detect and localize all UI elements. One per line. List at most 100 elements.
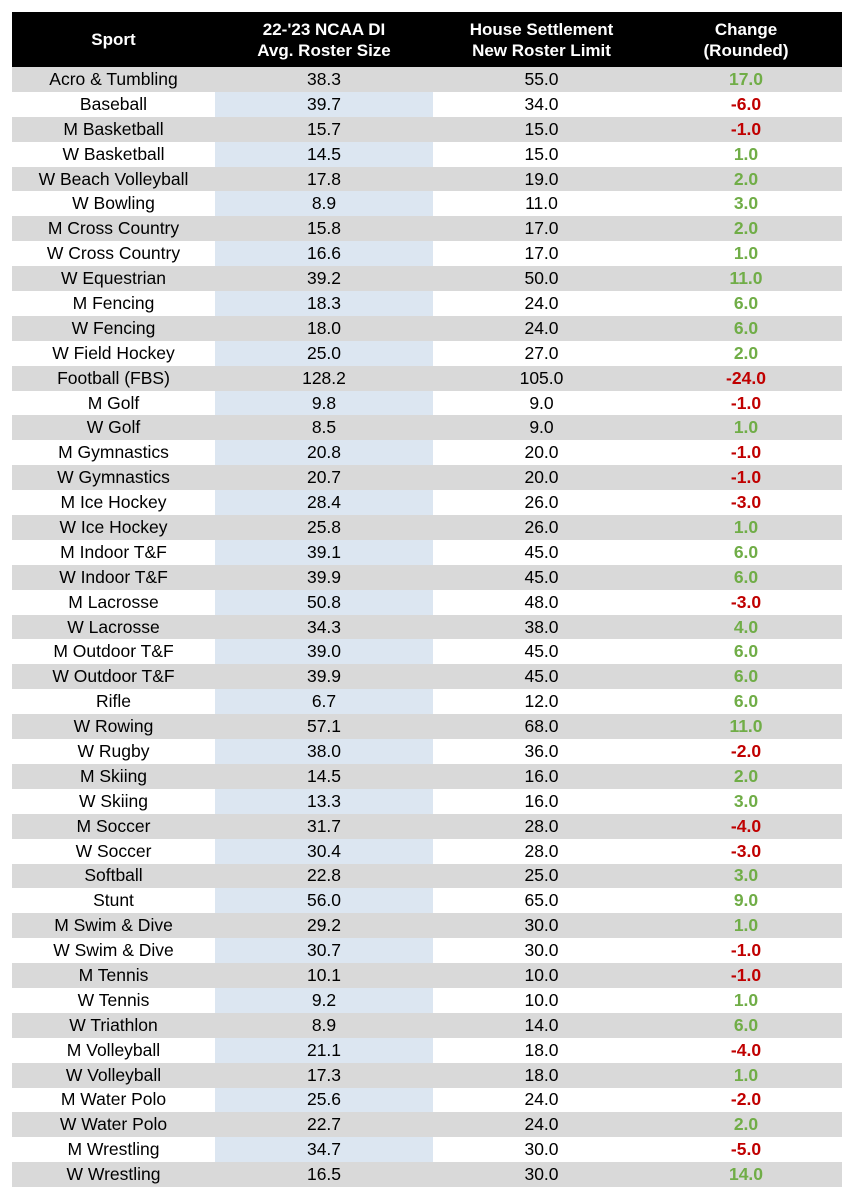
table-row: W Ice Hockey 25.8 26.0 1.0 (12, 515, 842, 540)
sport: M Volleyball (66, 1039, 161, 1060)
change: 2.0 (733, 218, 759, 239)
new-limit: 48.0 (524, 591, 559, 612)
table-row: W Indoor T&F 39.9 45.0 6.0 (12, 564, 842, 590)
avg-roster: 38.0 (215, 739, 433, 764)
avg-roster: 34.3 (306, 616, 342, 637)
sport: Football (FBS) (57, 367, 170, 388)
sport: M Skiing (79, 765, 148, 786)
new-limit: 30.0 (524, 1164, 559, 1185)
avg-roster: 56.0 (215, 888, 433, 914)
new-limit: 65.0 (524, 890, 559, 911)
table-row: M Fencing 18.3 24.0 6.0 (12, 291, 842, 316)
new-limit: 30.0 (524, 940, 559, 961)
header-line: House Settlement (469, 19, 614, 39)
change: 6.0 (733, 541, 759, 562)
table-row: W Lacrosse 34.3 38.0 4.0 (12, 614, 842, 640)
sport: M Lacrosse (68, 591, 159, 612)
change: 11.0 (729, 268, 763, 289)
avg-roster: 39.0 (215, 639, 433, 665)
table-row: M Basketball 15.7 15.0 -1.0 (12, 116, 842, 142)
table-row: W Bowling 8.9 11.0 3.0 (12, 191, 842, 217)
sport: W Wrestling (66, 1164, 161, 1185)
new-limit: 18.0 (524, 1064, 559, 1085)
sport: W Soccer (75, 840, 152, 861)
table-row: Acro & Tumbling 38.3 55.0 17.0 (12, 67, 842, 92)
change: 1.0 (733, 516, 759, 537)
change: 3.0 (733, 790, 759, 811)
sport: M Water Polo (60, 1089, 167, 1110)
new-limit: 10.0 (524, 965, 559, 985)
table-row: W Wrestling 16.5 30.0 14.0 (12, 1162, 842, 1188)
avg-roster: 25.0 (215, 340, 433, 366)
new-limit: 24.0 (524, 317, 559, 338)
sport: M Basketball (63, 118, 164, 139)
change: 2.0 (733, 168, 759, 189)
table-row: M Golf 9.8 9.0 -1.0 (12, 390, 842, 416)
new-limit: 28.0 (524, 840, 559, 861)
avg-roster: 25.8 (306, 516, 342, 537)
new-limit: 14.0 (524, 1014, 559, 1035)
avg-roster: 39.1 (215, 539, 433, 565)
table-row: Rifle 6.7 12.0 6.0 (12, 689, 842, 715)
new-limit: 9.0 (529, 417, 554, 438)
change: 2.0 (733, 765, 759, 786)
new-limit: 20.0 (524, 467, 559, 488)
table-row: W Gymnastics 20.7 20.0 -1.0 (12, 465, 842, 491)
sport: W Volleyball (65, 1064, 162, 1085)
change: 3.0 (733, 193, 759, 214)
roster-table: Sport 22-'23 NCAA DI Avg. Roster Size House… (12, 12, 842, 1188)
avg-roster: 15.7 (306, 118, 342, 139)
avg-roster: 25.6 (215, 1087, 433, 1113)
new-limit: 30.0 (524, 1139, 559, 1160)
new-limit: 16.0 (524, 765, 559, 786)
change: 2.0 (733, 342, 759, 363)
sport: W Indoor T&F (59, 566, 168, 587)
table-row: W Outdoor T&F 39.9 45.0 6.0 (12, 664, 842, 690)
avg-roster: 16.5 (306, 1164, 342, 1185)
table-row: Softball 22.8 25.0 3.0 (12, 863, 842, 889)
change: 9.0 (733, 890, 759, 911)
sport: M Soccer (76, 815, 151, 836)
change: -4.0 (730, 1039, 762, 1060)
change: -1.0 (730, 965, 762, 985)
new-limit: 24.0 (524, 1089, 559, 1110)
change: 6.0 (733, 566, 759, 587)
avg-roster: 34.7 (215, 1137, 433, 1163)
new-limit: 19.0 (524, 168, 559, 189)
sport: W Triathlon (69, 1014, 158, 1035)
change: 14.0 (728, 1164, 764, 1185)
sport: W Fencing (71, 317, 156, 338)
sport: W Cross Country (46, 243, 181, 264)
table-row: M Lacrosse 50.8 48.0 -3.0 (12, 589, 842, 615)
sport: Rifle (95, 691, 131, 712)
sport: Softball (84, 865, 143, 886)
change: 6.0 (733, 666, 759, 687)
header-line: Avg. Roster Size (257, 40, 391, 60)
change: 1.0 (733, 915, 759, 936)
new-limit: 10.0 (524, 989, 559, 1010)
sport: W Golf (86, 417, 141, 438)
avg-roster: 6.7 (215, 689, 433, 715)
new-limit: 50.0 (524, 268, 559, 289)
avg-roster: 128.2 (302, 367, 346, 388)
avg-roster: 57.1 (306, 716, 342, 737)
avg-roster: 30.4 (215, 838, 433, 864)
table-row: M Indoor T&F 39.1 45.0 6.0 (12, 539, 842, 565)
table-row: W Field Hockey 25.0 27.0 2.0 (12, 340, 842, 366)
avg-roster: 17.8 (306, 168, 342, 189)
avg-roster: 18.3 (215, 291, 433, 316)
sport: W Ice Hockey (59, 516, 168, 537)
change: -2.0 (730, 1089, 762, 1110)
avg-roster: 9.8 (215, 390, 433, 416)
new-limit: 24.0 (524, 1114, 559, 1135)
avg-roster: 22.7 (306, 1114, 342, 1135)
new-limit: 27.0 (524, 342, 559, 363)
table-row: W Cross Country 16.6 17.0 1.0 (12, 241, 842, 267)
new-limit: 45.0 (524, 541, 559, 562)
new-limit: 45.0 (524, 566, 559, 587)
new-limit: 55.0 (524, 68, 559, 89)
table-row: M Volleyball 21.1 18.0 -4.0 (12, 1037, 842, 1063)
change: -5.0 (730, 1139, 762, 1160)
change: -6.0 (730, 93, 762, 114)
change: 4.0 (733, 616, 759, 637)
